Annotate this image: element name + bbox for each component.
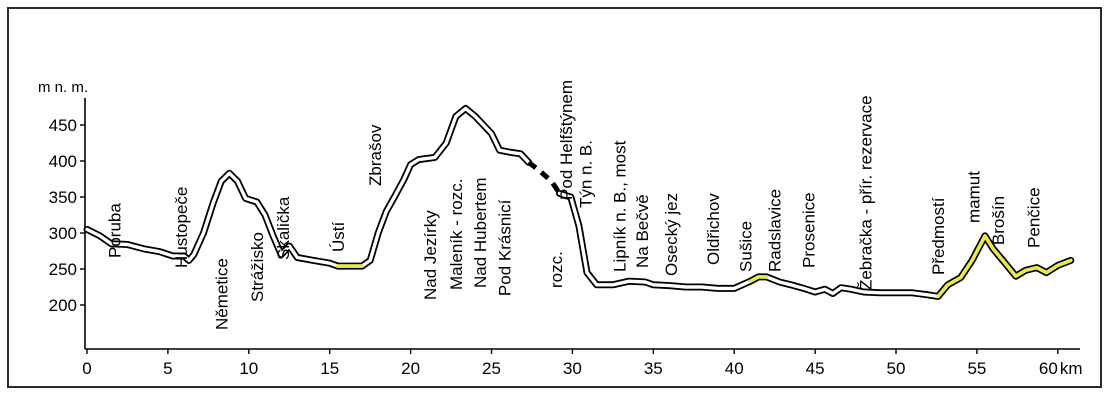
place-label: Ústí (329, 222, 348, 253)
profile-layer (83, 104, 1075, 300)
place-label: Sušice (737, 221, 756, 272)
place-label: Pod Helfštýnem (557, 80, 576, 200)
y-tick-label: 350 (49, 188, 77, 207)
place-label: Oldřichov (704, 193, 723, 265)
place-label: Žebračka - přír. rezervace (856, 95, 875, 290)
place-label: Strážisko (248, 232, 267, 302)
highlight-segment-3 (936, 234, 1073, 299)
place-label: Nad Jezírky (421, 210, 440, 300)
place-label: Osecký jez (662, 193, 681, 276)
x-tick-label: 35 (644, 359, 663, 378)
x-tick-label: 50 (887, 359, 906, 378)
y-axis-title: m n. m. (38, 79, 88, 96)
place-label: Penčice (1025, 187, 1044, 247)
profile-inner-1 (85, 106, 531, 268)
place-label: Lipník n. B., most (610, 140, 629, 272)
x-tick-label: 10 (239, 359, 258, 378)
place-label: Maleník - rozc. (447, 179, 466, 290)
chart-frame (7, 7, 1102, 388)
place-label: Nad Hubertem (471, 177, 490, 288)
x-tick-label: 5 (163, 359, 172, 378)
y-tick-label: 250 (49, 260, 77, 279)
place-label: Brošín (989, 196, 1008, 245)
place-label: Skalička (274, 196, 293, 260)
place-label: Předmostí (929, 197, 948, 275)
ticks: 200 250 300 350 400 450 0 5 10 15 20 25 30 35 40 45 50 55… (49, 116, 1083, 378)
highlight-segment-2 (748, 275, 769, 283)
y-tick-label: 200 (49, 296, 77, 315)
place-label: Na Bečvě (633, 194, 652, 268)
x-tick-label: 20 (401, 359, 420, 378)
place-label: Pod Krásnicí (496, 199, 515, 296)
place-labels: Poruba Hustopeče Němetice Strážisko Skalička… (106, 80, 1044, 330)
x-tick-label: 25 (482, 359, 501, 378)
place-label: Týn n. B. (576, 140, 595, 208)
place-label: mamut (965, 171, 984, 223)
place-label: rozc. (547, 251, 566, 288)
place-label: Radslavice (766, 189, 785, 272)
x-tick-label: 60 (1039, 359, 1058, 378)
profile-dashed-segment (527, 160, 562, 195)
x-axis-unit: km (1060, 359, 1083, 378)
x-tick-label: 30 (563, 359, 582, 378)
x-tick-label: 40 (725, 359, 744, 378)
place-label: Poruba (106, 203, 125, 258)
y-tick-label: 300 (49, 224, 77, 243)
y-tick-label: 450 (49, 116, 77, 135)
place-label: Hustopeče (172, 187, 191, 268)
x-tick-label: 55 (967, 359, 986, 378)
place-label: Němetice (212, 258, 231, 330)
place-label: Zbrašov (366, 124, 385, 186)
x-tick-label: 15 (320, 359, 339, 378)
x-tick-label: 45 (806, 359, 825, 378)
place-label: Prosenice (800, 192, 819, 268)
x-tick-label: 0 (82, 359, 91, 378)
axes: m n. m. (38, 79, 1080, 350)
y-tick-label: 400 (49, 152, 77, 171)
